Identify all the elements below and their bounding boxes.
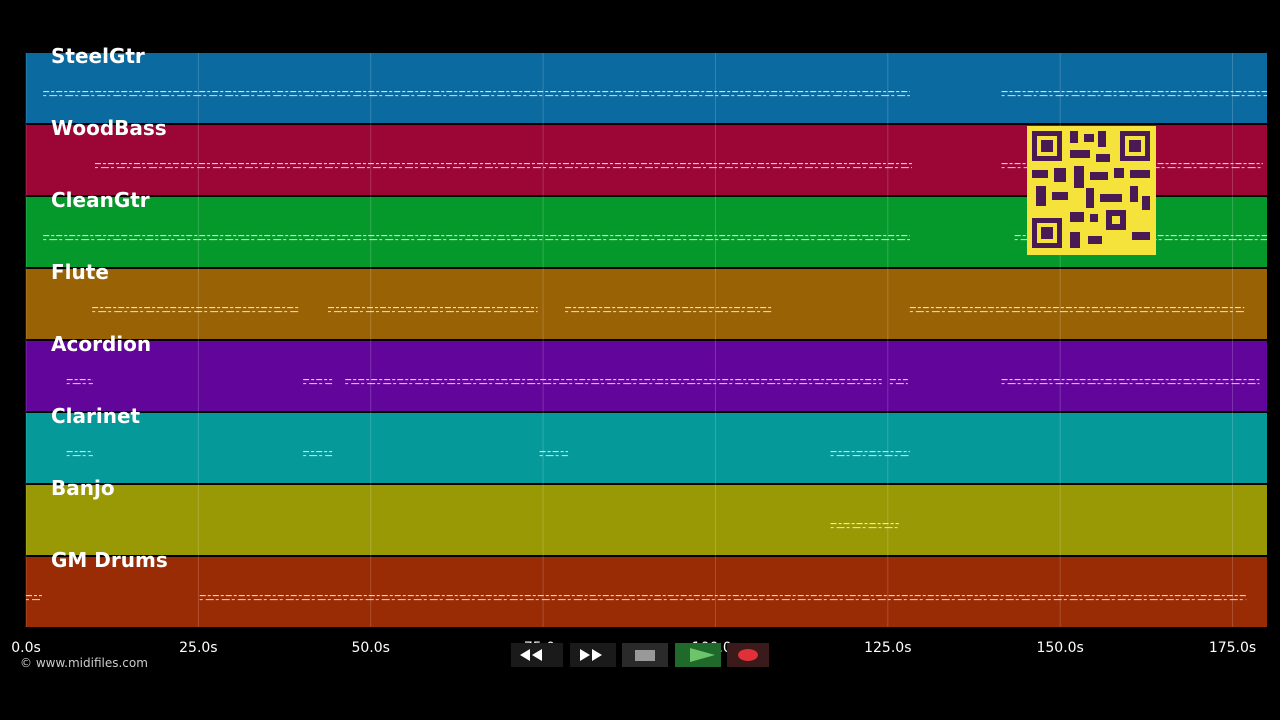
track-name: SteelGtr [51, 44, 145, 68]
track-name: WoodBass [51, 116, 167, 140]
copyright: © www.midifiles.com [20, 656, 148, 670]
track-name: Acordion [51, 332, 151, 356]
track-name: Flute [51, 260, 109, 284]
x-tick-label: 50.0s [351, 640, 389, 656]
track-lane [26, 269, 1267, 339]
track-name: Banjo [51, 476, 115, 500]
x-tick-label: 125.0s [864, 640, 911, 656]
record-button[interactable] [727, 643, 769, 667]
track-name: Clarinet [51, 404, 141, 428]
track-lane [26, 557, 1267, 627]
fast-forward-button[interactable] [570, 643, 616, 667]
x-tick-label: 175.0s [1209, 640, 1256, 656]
play-button[interactable] [675, 643, 721, 667]
x-tick-label: 0.0s [11, 640, 41, 656]
x-tick-label: 25.0s [179, 640, 217, 656]
stop-button[interactable] [622, 643, 668, 667]
track-lane [26, 485, 1267, 555]
track-lane [26, 341, 1267, 411]
x-tick-label: 150.0s [1036, 640, 1083, 656]
track-name: GM Drums [51, 548, 168, 572]
track-lane [26, 413, 1267, 483]
track-lane [26, 53, 1267, 123]
transport-controls [511, 643, 769, 667]
rewind-button[interactable] [511, 643, 563, 667]
qr-code [1027, 126, 1156, 255]
track-name: CleanGtr [51, 188, 150, 212]
